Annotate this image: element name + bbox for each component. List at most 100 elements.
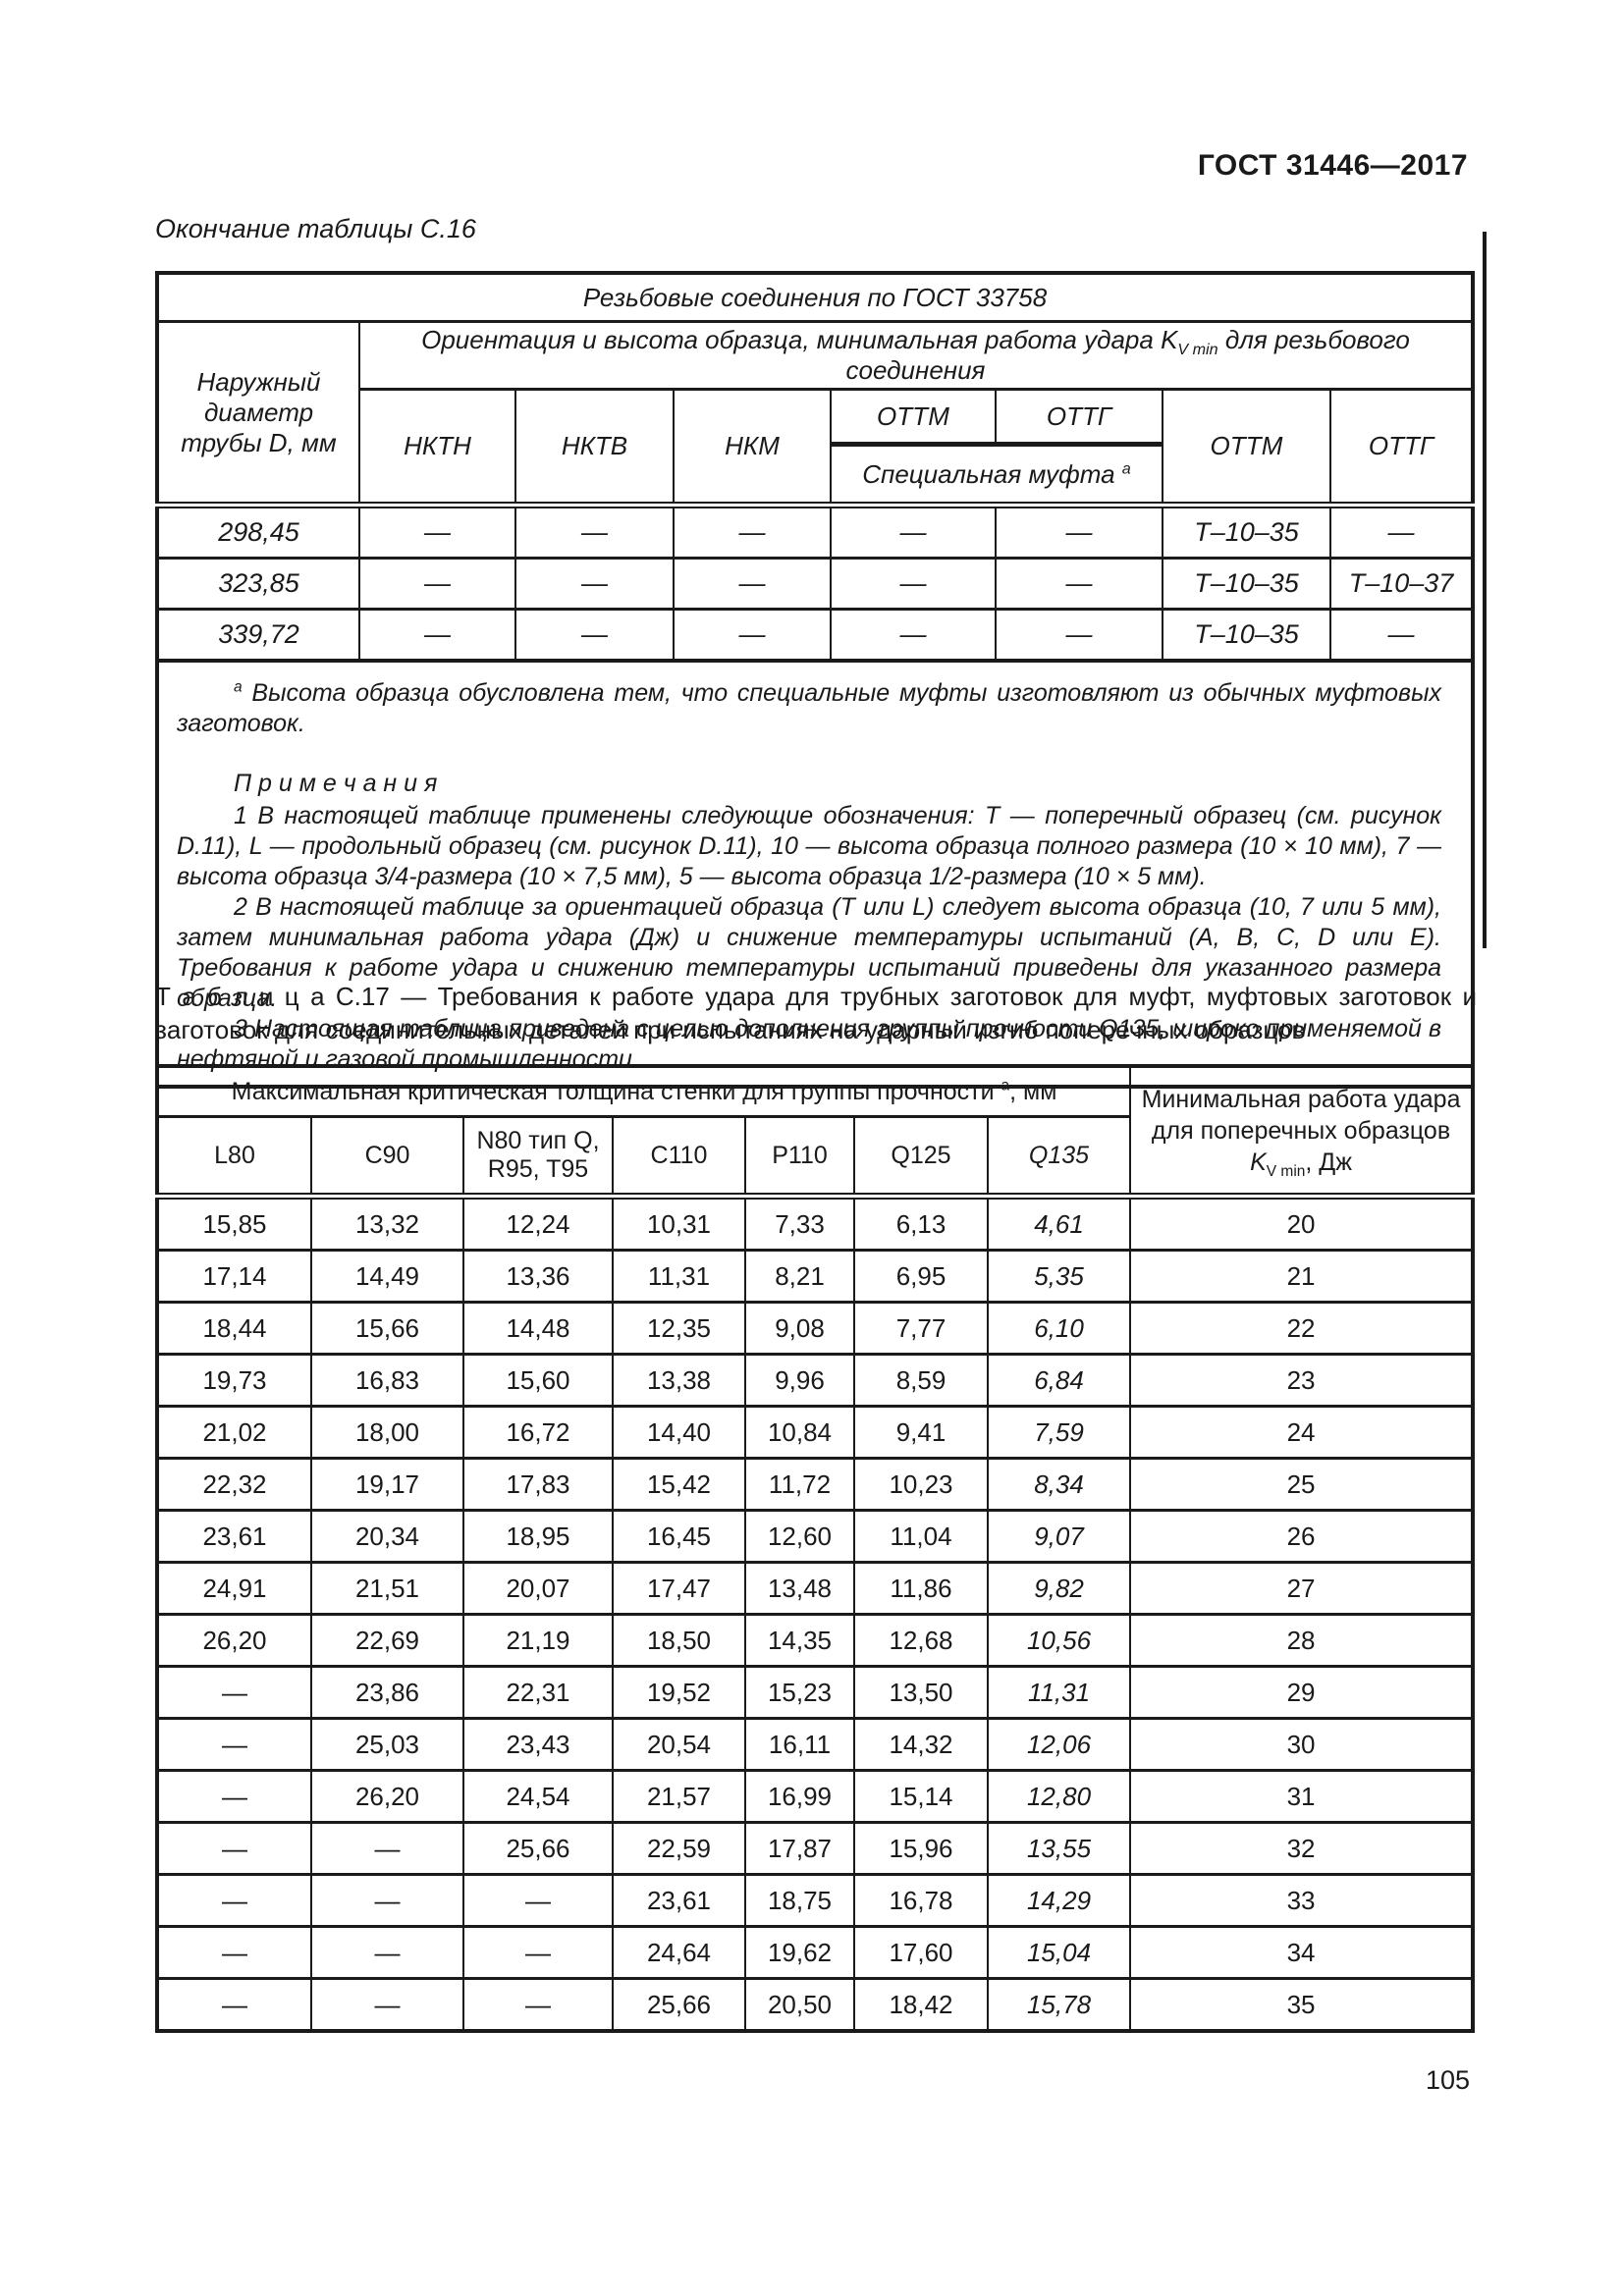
c17-cell: 7,59	[986, 1405, 1132, 1460]
c17-cell: 23,86	[310, 1665, 464, 1720]
c16-col-nktn: НКТН	[358, 388, 516, 508]
c17-cell: 22,32	[156, 1457, 312, 1512]
c17-kv-line1: Минимальная работа удара	[1141, 1085, 1461, 1113]
c17-cell: 11,31	[986, 1665, 1132, 1720]
c16-special-coupling: Специальная муфта а	[830, 442, 1163, 508]
c17-table-row: 23,61 20,34 18,95 16,45 12,60 11,04 9,07…	[156, 1509, 1475, 1564]
standard-number: ГОСТ 31446—2017	[1197, 149, 1468, 182]
c17-cell: 16,45	[612, 1509, 746, 1564]
c17-cell: 7,33	[744, 1195, 855, 1252]
c17-cell: 19,52	[612, 1665, 746, 1720]
c17-col-c110: C110	[612, 1115, 746, 1200]
c16-cell: —	[358, 608, 516, 662]
c17-cell: 11,72	[744, 1457, 855, 1512]
c17-cell: 8,21	[744, 1249, 855, 1304]
c17-cell: 14,40	[612, 1405, 746, 1460]
c17-cell-kv: 21	[1129, 1249, 1475, 1304]
c17-cell: —	[156, 1769, 312, 1824]
c17-cell: —	[156, 1925, 312, 1980]
table-c16: Резьбовые соединения по ГОСТ 33758 Наруж…	[155, 271, 1475, 1089]
c17-cell: 5,35	[986, 1249, 1132, 1304]
c17-cell: 25,66	[612, 1977, 746, 2032]
c16-col-ottm-special: ОТТМ	[830, 388, 997, 446]
c17-cell: 6,10	[986, 1301, 1132, 1356]
c17-cell: 21,02	[156, 1405, 312, 1460]
c17-cell: 18,95	[462, 1509, 614, 1564]
c16-special-coupling-label: Специальная муфта	[862, 458, 1122, 489]
c17-cell: 14,35	[744, 1613, 855, 1668]
c17-table-row: — 23,86 22,31 19,52 15,23 13,50 11,31 29	[156, 1665, 1475, 1720]
c16-header-orientation: Ориентация и высота образца, минимальная…	[358, 320, 1474, 391]
c17-cell: 18,44	[156, 1301, 312, 1356]
c17-cell: 9,82	[986, 1561, 1132, 1616]
c16-cell: —	[1329, 504, 1474, 560]
c17-cell: 12,68	[853, 1613, 989, 1668]
kv-symbol: K	[1250, 1148, 1267, 1176]
c17-cell: 23,61	[612, 1873, 746, 1928]
c16-cell: —	[673, 608, 832, 662]
c16-footnote: а Высота образца обусловлена тем, что сп…	[177, 678, 1441, 739]
c16-header-row-top: Резьбовые соединения по ГОСТ 33758	[156, 272, 1474, 323]
c17-cell-kv: 28	[1129, 1613, 1475, 1668]
c16-orientation-suffix: для резьбового соединения	[845, 325, 1410, 385]
c17-cell: —	[156, 1977, 312, 2032]
c17-cell: 15,85	[156, 1195, 312, 1252]
c17-header-row-span: Максимальная критическая толщина стенки …	[155, 1065, 1475, 1200]
c17-col-p110: P110	[744, 1115, 855, 1200]
c17-cell: 15,78	[986, 1977, 1132, 2032]
c17-cell-kv: 22	[1129, 1301, 1475, 1356]
c17-cell: 23,61	[156, 1509, 312, 1564]
c17-cell: 12,24	[462, 1195, 614, 1252]
c17-table-row: 26,20 22,69 21,19 18,50 14,35 12,68 10,5…	[156, 1613, 1475, 1668]
c16-cell: —	[995, 557, 1163, 611]
c17-cell: 17,83	[462, 1457, 614, 1512]
c17-table-row: 21,02 18,00 16,72 14,40 10,84 9,41 7,59 …	[156, 1405, 1475, 1460]
c16-header-row-special: Специальная муфта а	[157, 442, 1473, 508]
c17-cell-kv: 29	[1129, 1665, 1475, 1720]
c16-cell: —	[830, 608, 997, 662]
c17-cell: —	[310, 1925, 464, 1980]
c16-col-nkm: НКМ	[673, 388, 832, 508]
c17-cell: 19,17	[310, 1457, 464, 1512]
c17-cell: 14,49	[310, 1249, 464, 1304]
c17-cell: 13,48	[744, 1561, 855, 1616]
table-c17: Максимальная критическая толщина стенки …	[155, 1064, 1476, 2033]
c17-cell: 13,50	[853, 1665, 989, 1720]
c17-cell: 13,38	[612, 1353, 746, 1408]
c17-cell: 17,87	[744, 1821, 855, 1876]
c17-cell: —	[462, 1977, 614, 2032]
c16-header-row-columns: НКТН НКТВ НКМ ОТТМ ОТТГ ОТТМ ОТТГ	[157, 388, 1474, 508]
c17-cell: 12,35	[612, 1301, 746, 1356]
c17-col-l80: L80	[156, 1115, 312, 1200]
page-number: 105	[1426, 2065, 1471, 2095]
c17-cell: 8,34	[986, 1457, 1132, 1512]
c17-cell: 17,14	[156, 1249, 312, 1304]
c17-cell: 10,23	[853, 1457, 989, 1512]
c17-cell: 19,73	[156, 1353, 312, 1408]
c17-table-row: 19,73 16,83 15,60 13,38 9,96 8,59 6,84 2…	[156, 1353, 1475, 1408]
c16-col-ottg-special: ОТТГ	[995, 388, 1163, 446]
c16-table-row: 323,85 — — — — — Т–10–35 Т–10–37	[156, 557, 1474, 611]
c17-cell: 25,66	[462, 1821, 614, 1876]
c17-header-kv-min: Минимальная работа удара для поперечных …	[1129, 1065, 1475, 1200]
c17-cell: 15,14	[853, 1769, 989, 1824]
c16-cell: —	[830, 557, 997, 611]
c17-cell: 10,84	[744, 1405, 855, 1460]
c16-orientation-prefix: Ориентация и высота образца, минимальная…	[421, 325, 1162, 354]
c17-col-q125: Q125	[853, 1115, 989, 1200]
c17-table-row: — — — 25,66 20,50 18,42 15,78 35	[156, 1977, 1475, 2032]
change-bar	[1483, 232, 1487, 948]
c17-cell-kv: 23	[1129, 1353, 1475, 1408]
c17-table-row: — 26,20 24,54 21,57 16,99 15,14 12,80 31	[156, 1769, 1475, 1824]
c17-cell: 11,86	[853, 1561, 989, 1616]
c17-cell: 15,96	[853, 1821, 989, 1876]
c17-col-c90: C90	[310, 1115, 464, 1200]
c17-cell: 25,03	[310, 1717, 464, 1772]
c17-cell: 12,60	[744, 1509, 855, 1564]
c17-cell: 10,31	[612, 1195, 746, 1252]
c17-cell: 20,34	[310, 1509, 464, 1564]
c17-cell: —	[462, 1873, 614, 1928]
c17-col-n80: N80 тип Q, R95, T95	[462, 1115, 614, 1200]
c17-cell: 11,31	[612, 1249, 746, 1304]
